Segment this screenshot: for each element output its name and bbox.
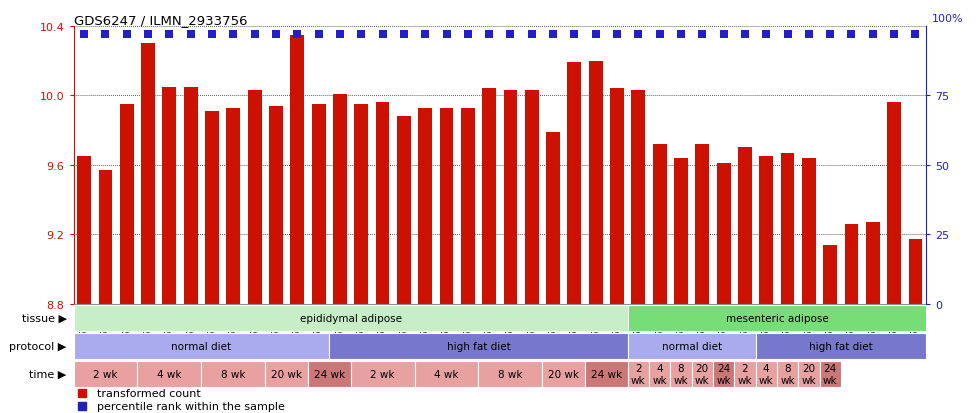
Bar bbox=[823, 245, 837, 304]
Bar bbox=[205, 112, 219, 304]
Bar bbox=[461, 108, 474, 304]
Text: 100%: 100% bbox=[932, 14, 963, 24]
Text: 24
wk: 24 wk bbox=[716, 363, 731, 385]
Text: 24 wk: 24 wk bbox=[591, 369, 622, 379]
Text: percentile rank within the sample: percentile rank within the sample bbox=[97, 401, 285, 411]
Bar bbox=[908, 240, 922, 304]
Bar bbox=[201, 361, 266, 387]
Text: 4
wk: 4 wk bbox=[653, 363, 667, 385]
Bar bbox=[248, 91, 262, 304]
Text: 20 wk: 20 wk bbox=[271, 369, 302, 379]
Text: 20 wk: 20 wk bbox=[548, 369, 579, 379]
Text: 4 wk: 4 wk bbox=[157, 369, 181, 379]
Bar bbox=[781, 153, 795, 304]
Bar bbox=[137, 361, 201, 387]
Bar bbox=[266, 361, 308, 387]
Bar bbox=[184, 88, 198, 304]
Bar bbox=[141, 44, 155, 304]
Bar bbox=[308, 361, 351, 387]
Text: 2
wk: 2 wk bbox=[631, 363, 646, 385]
Text: time ▶: time ▶ bbox=[29, 369, 67, 379]
Bar bbox=[692, 361, 713, 387]
Bar bbox=[226, 108, 240, 304]
Bar bbox=[738, 148, 752, 304]
Bar bbox=[415, 361, 478, 387]
Bar bbox=[670, 361, 692, 387]
Bar bbox=[627, 333, 756, 359]
Text: 20
wk: 20 wk bbox=[802, 363, 816, 385]
Bar bbox=[546, 133, 560, 304]
Bar bbox=[355, 105, 368, 304]
Bar bbox=[440, 108, 454, 304]
Text: tissue ▶: tissue ▶ bbox=[22, 313, 67, 323]
Bar bbox=[734, 361, 756, 387]
Text: normal diet: normal diet bbox=[662, 341, 721, 351]
Text: protocol ▶: protocol ▶ bbox=[10, 341, 67, 351]
Bar bbox=[351, 361, 415, 387]
Text: 20
wk: 20 wk bbox=[695, 363, 710, 385]
Bar bbox=[845, 224, 858, 304]
Text: GDS6247 / ILMN_2933756: GDS6247 / ILMN_2933756 bbox=[74, 14, 247, 27]
Bar bbox=[756, 333, 926, 359]
Text: 2
wk: 2 wk bbox=[738, 363, 753, 385]
Bar bbox=[333, 95, 347, 304]
Bar bbox=[802, 159, 815, 304]
Bar bbox=[712, 361, 734, 387]
Bar bbox=[649, 361, 670, 387]
Bar bbox=[819, 361, 841, 387]
Bar bbox=[77, 157, 91, 304]
Text: mesenteric adipose: mesenteric adipose bbox=[725, 313, 828, 323]
Bar bbox=[798, 361, 819, 387]
Bar bbox=[329, 333, 627, 359]
Bar bbox=[74, 361, 137, 387]
Bar bbox=[99, 171, 113, 304]
Text: high fat diet: high fat diet bbox=[808, 341, 873, 351]
Bar bbox=[478, 361, 543, 387]
Bar bbox=[696, 145, 710, 304]
Bar bbox=[716, 164, 730, 304]
Text: 8 wk: 8 wk bbox=[221, 369, 246, 379]
Bar bbox=[120, 105, 133, 304]
Bar bbox=[756, 361, 777, 387]
Text: 4
wk: 4 wk bbox=[759, 363, 773, 385]
Bar bbox=[611, 89, 624, 304]
Text: 24 wk: 24 wk bbox=[314, 369, 345, 379]
Bar bbox=[653, 145, 666, 304]
Text: 8
wk: 8 wk bbox=[673, 363, 688, 385]
Bar bbox=[290, 36, 304, 304]
Bar bbox=[543, 361, 585, 387]
Text: normal diet: normal diet bbox=[172, 341, 231, 351]
Bar bbox=[567, 63, 581, 304]
Bar bbox=[887, 103, 901, 304]
Text: 2 wk: 2 wk bbox=[370, 369, 395, 379]
Bar bbox=[74, 305, 627, 331]
Bar bbox=[482, 89, 496, 304]
Text: 24
wk: 24 wk bbox=[823, 363, 838, 385]
Text: 8
wk: 8 wk bbox=[780, 363, 795, 385]
Bar bbox=[270, 107, 283, 304]
Bar bbox=[525, 91, 539, 304]
Bar bbox=[866, 223, 880, 304]
Text: transformed count: transformed count bbox=[97, 388, 201, 398]
Text: epididymal adipose: epididymal adipose bbox=[300, 313, 402, 323]
Text: 8 wk: 8 wk bbox=[498, 369, 522, 379]
Bar bbox=[627, 305, 926, 331]
Text: high fat diet: high fat diet bbox=[447, 341, 511, 351]
Bar bbox=[777, 361, 798, 387]
Bar bbox=[585, 361, 627, 387]
Bar bbox=[312, 105, 325, 304]
Bar bbox=[627, 361, 649, 387]
Bar bbox=[631, 91, 645, 304]
Bar bbox=[760, 157, 773, 304]
Bar bbox=[163, 88, 176, 304]
Text: 4 wk: 4 wk bbox=[434, 369, 459, 379]
Bar bbox=[674, 159, 688, 304]
Bar bbox=[418, 108, 432, 304]
Bar bbox=[375, 103, 389, 304]
Text: 2 wk: 2 wk bbox=[93, 369, 118, 379]
Bar bbox=[397, 117, 411, 304]
Bar bbox=[74, 333, 329, 359]
Bar bbox=[504, 91, 517, 304]
Bar bbox=[589, 62, 603, 304]
